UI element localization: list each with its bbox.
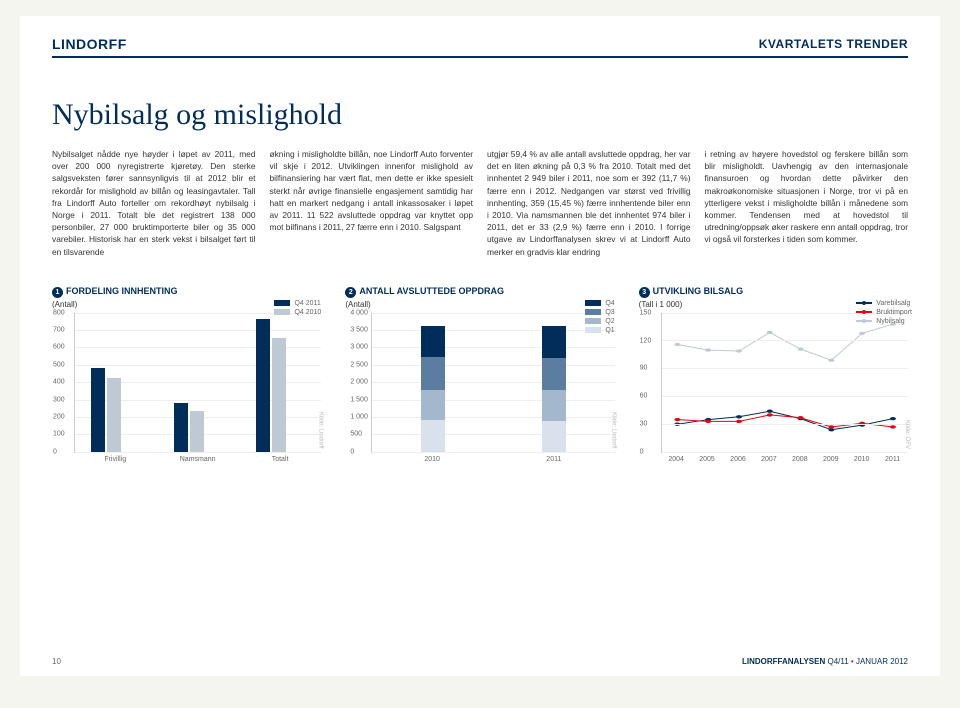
chart-1-title: 1FORDELING INNHENTING bbox=[52, 286, 321, 298]
body-columns: Nybilsalget nådde nye høyder i løpet av … bbox=[52, 148, 908, 258]
page-title: Nybilsalg og mislighold bbox=[52, 98, 908, 132]
charts-row: 1FORDELING INNHENTING (Antall) 010020030… bbox=[52, 286, 908, 463]
ytick: 200 bbox=[53, 413, 65, 420]
xlabel: 2006 bbox=[723, 456, 754, 463]
chart-point bbox=[766, 409, 772, 412]
chart-point bbox=[828, 425, 834, 428]
ytick: 3 500 bbox=[350, 327, 368, 334]
chart-point bbox=[828, 358, 834, 361]
ytick: 500 bbox=[350, 431, 362, 438]
ytick: 150 bbox=[640, 309, 652, 316]
chart-badge-1: 1 bbox=[52, 287, 63, 298]
legend-item: Q1 bbox=[585, 327, 614, 334]
chart-point bbox=[766, 413, 772, 416]
chart-point bbox=[859, 331, 865, 334]
xlabel: 2008 bbox=[784, 456, 815, 463]
chart-point bbox=[705, 419, 711, 422]
ytick: 800 bbox=[53, 309, 65, 316]
chart-point bbox=[766, 330, 772, 333]
legend-item: Varebilsalg bbox=[856, 300, 912, 307]
xlabel: 2010 bbox=[846, 456, 877, 463]
xlabel: 2005 bbox=[692, 456, 723, 463]
chart-2-title: 2ANTALL AVSLUTTEDE OPPDRAG bbox=[345, 286, 614, 298]
ytick: 0 bbox=[640, 448, 644, 455]
legend-item: Q2 bbox=[585, 318, 614, 325]
legend-item: Q4 2011 bbox=[274, 300, 321, 307]
xlabel: Frivillig bbox=[74, 456, 156, 463]
ytick: 3 000 bbox=[350, 344, 368, 351]
ytick: 700 bbox=[53, 327, 65, 334]
bar bbox=[190, 411, 204, 451]
ytick: 0 bbox=[350, 448, 354, 455]
xlabel: 2011 bbox=[877, 456, 908, 463]
bar bbox=[107, 378, 121, 452]
xlabel: Totalt bbox=[239, 456, 321, 463]
footer-publication: LINDORFFANALYSEN Q4/11 • JANUAR 2012 bbox=[742, 657, 908, 666]
chart-point bbox=[797, 347, 803, 350]
stacked-bar bbox=[542, 326, 566, 452]
stacked-bar bbox=[421, 326, 445, 452]
chart-point bbox=[736, 415, 742, 418]
chart-2-subtitle: (Antall) bbox=[345, 300, 614, 309]
xlabel: 2007 bbox=[753, 456, 784, 463]
chart-line bbox=[677, 324, 893, 360]
ytick: 300 bbox=[53, 396, 65, 403]
xlabel: 2011 bbox=[493, 456, 615, 463]
chart-point bbox=[674, 343, 680, 346]
chart-badge-2: 2 bbox=[345, 287, 356, 298]
logo: LINDORFF bbox=[52, 36, 127, 52]
ytick: 90 bbox=[640, 365, 648, 372]
chart-point bbox=[674, 418, 680, 421]
legend-item: Nybilsalg bbox=[856, 318, 912, 325]
bar bbox=[91, 368, 105, 452]
body-col-1: Nybilsalget nådde nye høyder i løpet av … bbox=[52, 148, 256, 258]
legend-item: Q4 bbox=[585, 300, 614, 307]
ytick: 2 500 bbox=[350, 361, 368, 368]
bar bbox=[272, 338, 286, 452]
chart-point bbox=[890, 425, 896, 428]
body-col-4: i retning av høyere hovedstol og fersker… bbox=[705, 148, 909, 258]
xlabel: 2010 bbox=[371, 456, 493, 463]
legend-item: Q3 bbox=[585, 309, 614, 316]
chart-3-source: Kilde: OFV bbox=[904, 420, 910, 449]
chart-2-source: Kilde: Lindorff bbox=[611, 412, 617, 449]
legend-item: Bruktimport bbox=[856, 309, 912, 316]
ytick: 100 bbox=[53, 431, 65, 438]
ytick: 1 000 bbox=[350, 413, 368, 420]
chart-3-title: 3UTVIKLING BILSALG bbox=[639, 286, 908, 298]
ytick: 0 bbox=[53, 448, 57, 455]
section-label: KVARTALETS TRENDER bbox=[759, 37, 908, 51]
ytick: 500 bbox=[53, 361, 65, 368]
ytick: 30 bbox=[640, 420, 648, 427]
bar bbox=[256, 319, 270, 452]
legend-item: Q4 2010 bbox=[274, 309, 321, 316]
ytick: 2 000 bbox=[350, 379, 368, 386]
chart-3: 3UTVIKLING BILSALG (Tall i 1 000) 030609… bbox=[639, 286, 908, 463]
chart-point bbox=[705, 348, 711, 351]
ytick: 600 bbox=[53, 344, 65, 351]
xlabel: 2004 bbox=[661, 456, 692, 463]
chart-point bbox=[890, 417, 896, 420]
chart-point bbox=[736, 419, 742, 422]
footer: 10 LINDORFFANALYSEN Q4/11 • JANUAR 2012 bbox=[52, 657, 908, 666]
chart-point bbox=[736, 349, 742, 352]
chart-point bbox=[797, 416, 803, 419]
header: LINDORFF KVARTALETS TRENDER bbox=[52, 36, 908, 58]
ytick: 400 bbox=[53, 379, 65, 386]
ytick: 1 500 bbox=[350, 396, 368, 403]
body-col-2: økning i misligholdte billån, noe Lindor… bbox=[270, 148, 474, 258]
ytick: 120 bbox=[640, 337, 652, 344]
ytick: 4 000 bbox=[350, 309, 368, 316]
ytick: 60 bbox=[640, 393, 648, 400]
chart-badge-3: 3 bbox=[639, 287, 650, 298]
chart-1: 1FORDELING INNHENTING (Antall) 010020030… bbox=[52, 286, 321, 463]
xlabel: Namsmann bbox=[156, 456, 238, 463]
xlabel: 2009 bbox=[815, 456, 846, 463]
page-number: 10 bbox=[52, 657, 61, 666]
chart-2: 2ANTALL AVSLUTTEDE OPPDRAG (Antall) 0 500… bbox=[345, 286, 614, 463]
body-col-3: utgjør 59,4 % av alle antall avsluttede … bbox=[487, 148, 691, 258]
bar bbox=[174, 403, 188, 452]
chart-1-source: Kilde: Lindorff bbox=[317, 412, 323, 449]
